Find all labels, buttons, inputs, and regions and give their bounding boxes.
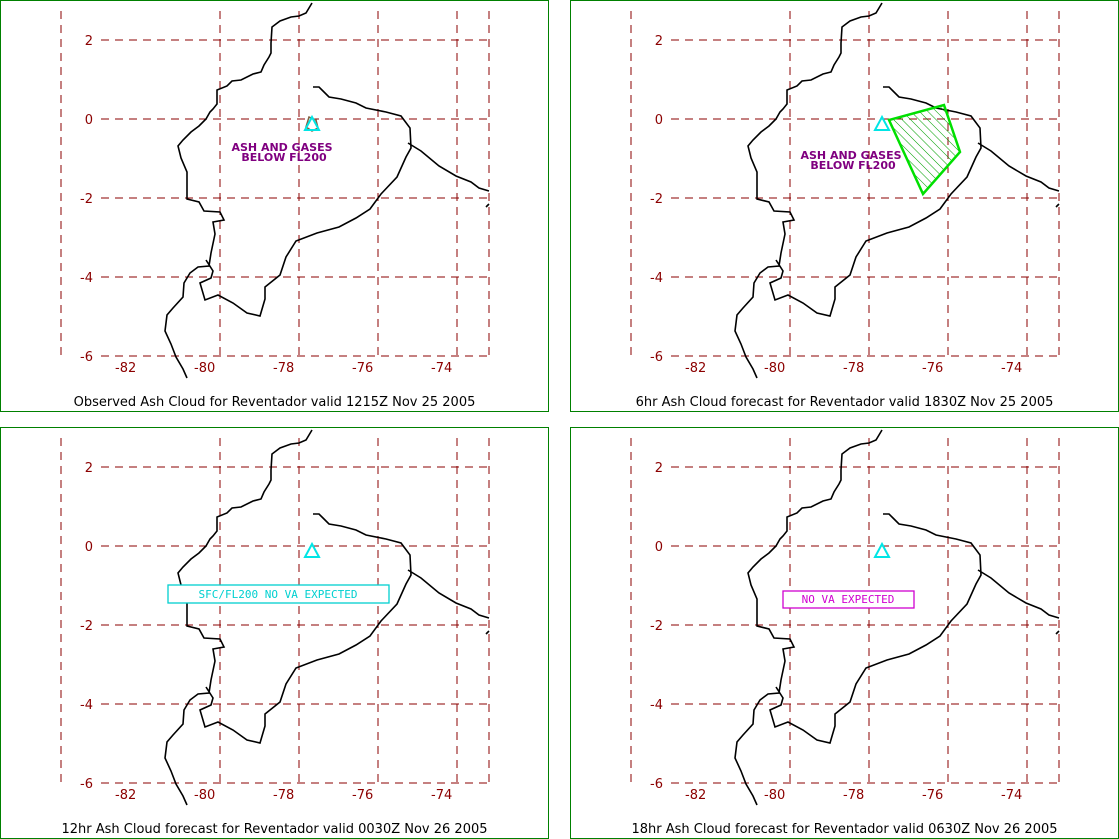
panel-caption: 12hr Ash Cloud forecast for Reventador v… xyxy=(61,822,488,837)
lat-tick-label: -4 xyxy=(650,271,663,286)
map-canvas: -82 -80 -78 -76 -74 2 0 -2 -4 -6 ASH AND GASES BE… xyxy=(630,2,1060,379)
triangle-volcano-icon xyxy=(303,541,321,558)
tick-labels: -82 -80 -78 -76 -74 2 0 -2 -4 -6 xyxy=(650,461,1022,803)
lon-tick-label: -80 xyxy=(194,361,215,376)
coastline xyxy=(734,429,1060,806)
no-va-box-text: NO VA EXPECTED xyxy=(802,593,895,606)
lat-tick-label: 2 xyxy=(655,461,663,476)
tick-labels: -82 -80 -78 -76 -74 2 0 -2 -4 -6 xyxy=(650,34,1022,376)
map-canvas: -82 -80 -78 -76 -74 2 0 -2 -4 -6 SFC/FL200 NO VA … xyxy=(60,429,490,806)
coastline xyxy=(164,429,490,806)
lat-tick-label: 0 xyxy=(655,540,663,555)
panel-caption: Observed Ash Cloud for Reventador valid … xyxy=(73,395,476,410)
ash-label-line1: ASH AND GASES xyxy=(231,141,332,154)
ash-label-line1: ASH AND GASES xyxy=(800,149,901,162)
map-panel-observed: -82 -80 -78 -76 -74 2 0 -2 -4 -6 ASH AND GASES BE… xyxy=(0,0,549,412)
lat-tick-label: -4 xyxy=(80,271,93,286)
panel-caption: 18hr Ash Cloud forecast for Reventador v… xyxy=(631,822,1058,837)
lon-tick-label: -76 xyxy=(922,788,943,803)
lat-tick-label: 0 xyxy=(85,113,93,128)
tick-labels: -82 -80 -78 -76 -74 2 0 -2 -4 -6 xyxy=(80,461,452,803)
lat-tick-label: 2 xyxy=(85,461,93,476)
lon-tick-label: -78 xyxy=(273,788,294,803)
map-canvas: -82 -80 -78 -76 -74 2 0 -2 -4 -6 NO VA EXPECTED xyxy=(630,429,1060,806)
lon-tick-label: -82 xyxy=(685,788,706,803)
lat-tick-label: -2 xyxy=(80,192,93,207)
map-panel-6hr: -82 -80 -78 -76 -74 2 0 -2 -4 -6 ASH AND GASES BE… xyxy=(570,0,1119,412)
no-va-box xyxy=(782,590,915,609)
lat-tick-label: -6 xyxy=(650,350,663,365)
lon-tick-label: -76 xyxy=(352,361,373,376)
lat-tick-label: -6 xyxy=(80,777,93,792)
lon-tick-label: -82 xyxy=(115,361,136,376)
ash-label-line2: BELOW FL200 xyxy=(810,159,896,172)
lon-tick-label: -78 xyxy=(843,361,864,376)
grid-lines xyxy=(60,438,490,788)
ash-label-line2: BELOW FL200 xyxy=(241,151,327,164)
lon-tick-label: -80 xyxy=(764,788,785,803)
lon-tick-label: -82 xyxy=(115,788,136,803)
lat-tick-label: 2 xyxy=(85,34,93,49)
lat-tick-label: -2 xyxy=(80,619,93,634)
lon-tick-label: -78 xyxy=(273,361,294,376)
no-va-box-text: SFC/FL200 NO VA EXPECTED xyxy=(199,588,358,601)
lon-tick-label: -78 xyxy=(843,788,864,803)
lon-tick-label: -74 xyxy=(1001,361,1022,376)
lon-tick-label: -74 xyxy=(431,788,452,803)
grid-lines xyxy=(60,11,490,361)
lon-tick-label: -76 xyxy=(352,788,373,803)
triangle-volcano-icon xyxy=(873,541,891,558)
coastline xyxy=(164,2,490,379)
lat-tick-label: -6 xyxy=(80,350,93,365)
triangle-volcano-icon xyxy=(873,114,891,131)
lat-tick-label: 0 xyxy=(85,540,93,555)
lon-tick-label: -82 xyxy=(685,361,706,376)
lon-tick-label: -74 xyxy=(431,361,452,376)
map-canvas: -82 -80 -78 -76 -74 2 0 -2 -4 -6 ASH AND GASES BE… xyxy=(60,2,490,379)
lon-tick-label: -80 xyxy=(764,361,785,376)
map-panel-12hr: -82 -80 -78 -76 -74 2 0 -2 -4 -6 SFC/FL200 NO VA … xyxy=(0,427,549,839)
lat-tick-label: -4 xyxy=(80,698,93,713)
triangle-volcano-icon xyxy=(303,114,321,131)
lon-tick-label: -80 xyxy=(194,788,215,803)
lat-tick-label: 2 xyxy=(655,34,663,49)
no-va-box xyxy=(167,584,390,604)
lat-tick-label: 0 xyxy=(655,113,663,128)
grid-lines xyxy=(630,11,1060,361)
lat-tick-label: -2 xyxy=(650,619,663,634)
coastline xyxy=(734,2,1060,379)
lat-tick-label: -4 xyxy=(650,698,663,713)
lon-tick-label: -74 xyxy=(1001,788,1022,803)
tick-labels: -82 -80 -78 -76 -74 2 0 -2 -4 -6 xyxy=(80,34,452,376)
lat-tick-label: -2 xyxy=(650,192,663,207)
lon-tick-label: -76 xyxy=(922,361,943,376)
grid-lines xyxy=(630,438,1060,788)
map-panel-18hr: -82 -80 -78 -76 -74 2 0 -2 -4 -6 NO VA EXPECTED 1… xyxy=(570,427,1119,839)
panel-caption: 6hr Ash Cloud forecast for Reventador va… xyxy=(635,395,1054,410)
lat-tick-label: -6 xyxy=(650,777,663,792)
forecast-ash-polygon xyxy=(887,103,962,197)
